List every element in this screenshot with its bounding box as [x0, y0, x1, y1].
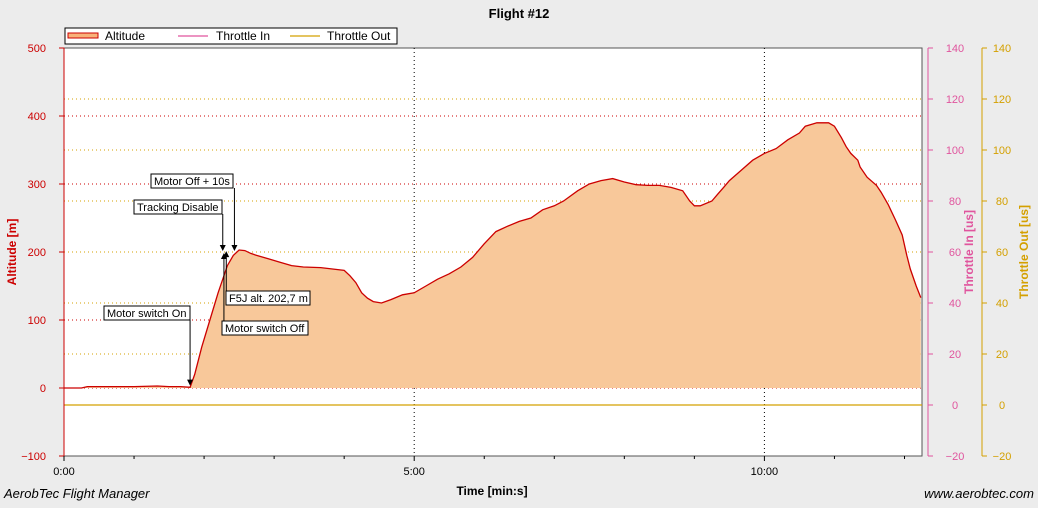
altitude-tick-label: −100 — [21, 451, 46, 463]
annotation-box — [103, 305, 191, 321]
annotations: Motor switch On Tracking Disable Motor Off… — [103, 173, 311, 386]
annotation-box — [225, 290, 311, 306]
throttle-out-tick-label: 120 — [993, 94, 1011, 106]
annotation-label: Motor switch On — [107, 308, 186, 320]
throttle-in-tick-label: 0 — [952, 400, 958, 412]
throttle-in-tick-label: 40 — [949, 298, 961, 310]
annotation-arrow — [220, 253, 227, 259]
legend-box — [64, 27, 398, 45]
annotation-arrow — [187, 379, 194, 386]
annotation: Motor Off + 10s — [150, 173, 238, 251]
throttle-out-tick-label: 100 — [993, 145, 1011, 157]
annotation-label: F5J alt. 202,7 m — [229, 293, 308, 305]
throttle-in-axis: 140 120 100 80 60 40 20 0 −20 — [927, 43, 965, 463]
throttle-out-tick-label: 80 — [996, 196, 1008, 208]
annotation: Motor switch Off — [220, 253, 309, 336]
throttle-out-axis-label: Throttle Out [us] — [1017, 205, 1031, 299]
legend-label-throttle-out: Throttle Out — [327, 29, 391, 43]
annotation-arrow — [219, 245, 226, 251]
annotation-label: Tracking Disable — [137, 202, 219, 214]
altitude-axis-label: Altitude [m] — [5, 219, 19, 286]
annotation-label: Motor switch Off — [225, 323, 305, 335]
altitude-axis: 500 400 300 200 100 0 −100 — [21, 43, 65, 463]
throttle-out-axis: 140 120 100 80 60 40 20 0 −20 — [981, 43, 1012, 463]
throttle-in-tick-label: 60 — [949, 247, 961, 259]
altitude-tick-label: 400 — [28, 111, 46, 123]
footer-app-name: AerobTec Flight Manager — [3, 486, 150, 501]
time-tick-label: 5:00 — [403, 466, 424, 478]
throttle-in-axis-label: Throttle In [us] — [962, 210, 976, 294]
time-axis: 0:00 5:00 10:00 — [53, 456, 905, 478]
throttle-in-tick-label: −20 — [946, 451, 965, 463]
altitude-tick-label: 0 — [40, 383, 46, 395]
altitude-tick-label: 100 — [28, 315, 46, 327]
time-tick-label: 10:00 — [751, 466, 779, 478]
throttle-in-tick-label: 120 — [946, 94, 964, 106]
throttle-in-tick-label: 100 — [946, 145, 964, 157]
altitude-line — [64, 122, 922, 389]
annotation-arrow — [231, 245, 238, 251]
time-axis-label: Time [min:s] — [456, 484, 527, 498]
time-tick-label: 0:00 — [53, 466, 74, 478]
altitude-tick-label: 500 — [28, 43, 46, 55]
throttle-out-tick-label: 60 — [996, 247, 1008, 259]
throttle-in-tick-label: 20 — [949, 349, 961, 361]
chart-title: Flight #12 — [489, 6, 550, 21]
throttle-out-tick-label: 140 — [993, 43, 1011, 55]
annotation-box — [150, 173, 234, 189]
throttle-out-tick-label: 0 — [999, 400, 1005, 412]
legend-label-altitude: Altitude — [105, 29, 145, 43]
throttle-in-tick-label: 80 — [949, 196, 961, 208]
legend-label-throttle-in: Throttle In — [216, 29, 270, 43]
annotation-box — [133, 199, 223, 215]
altitude-tick-label: 200 — [28, 247, 46, 259]
legend-swatch-altitude — [67, 32, 99, 39]
throttle-out-tick-label: 40 — [996, 298, 1008, 310]
annotation-box — [221, 320, 309, 336]
annotation: Tracking Disable — [133, 199, 226, 251]
throttle-in-tick-label: 140 — [946, 43, 964, 55]
altitude-tick-label: 300 — [28, 179, 46, 191]
throttle-out-tick-label: 20 — [996, 349, 1008, 361]
annotation-label: Motor Off + 10s — [154, 176, 230, 188]
legend: Altitude Throttle In Throttle Out — [64, 27, 398, 45]
footer-website[interactable]: www.aerobtec.com — [924, 486, 1034, 501]
annotation: Motor switch On — [103, 305, 194, 386]
throttle-out-tick-label: −20 — [993, 451, 1012, 463]
